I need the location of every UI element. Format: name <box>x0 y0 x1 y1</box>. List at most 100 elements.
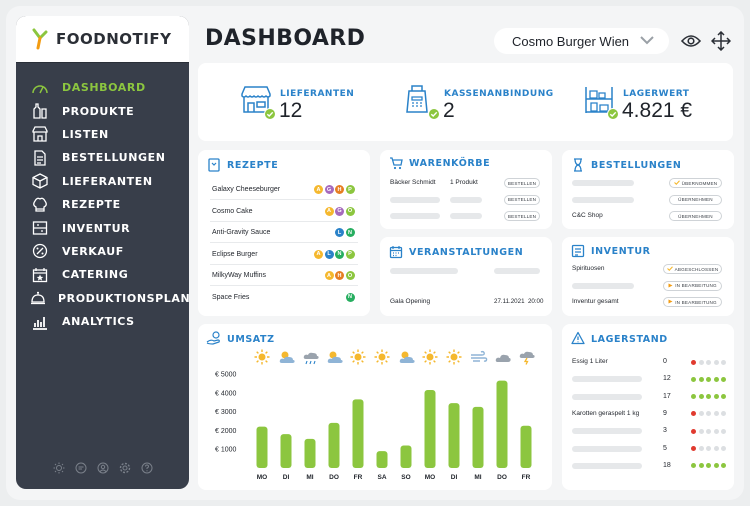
sidebar-footer <box>16 461 189 475</box>
user-icon[interactable] <box>96 461 110 475</box>
inventory-status-badge[interactable]: IN BEARBEITUNG <box>663 297 722 307</box>
umsatz-bar[interactable] <box>376 451 388 468</box>
recipe-name[interactable]: Cosmo Cake <box>212 207 253 215</box>
check-icon <box>666 266 673 272</box>
recipe-name[interactable]: Eclipse Burger <box>212 250 258 258</box>
sidebar-item-dashboard[interactable]: DASHBOARD <box>16 76 189 99</box>
umsatz-bar[interactable] <box>472 406 484 468</box>
inventur-title: INVENTUR <box>591 246 651 257</box>
stock-item-name[interactable]: Karotten geraspelt 1 kg <box>572 409 640 417</box>
order-status-button[interactable]: ÜBERNOMMEN <box>669 178 722 188</box>
cart-supplier: Bäcker Schmidt <box>390 179 436 186</box>
sidebar-item-produktionsplan[interactable]: PRODUKTIONSPLAN <box>16 287 189 310</box>
sidebar-item-catering[interactable]: CATERING <box>16 263 189 286</box>
umsatz-bar[interactable] <box>496 380 508 468</box>
umsatz-bar[interactable] <box>520 425 532 468</box>
sidebar-item-label: PRODUKTIONSPLAN <box>58 291 189 305</box>
sidebar-item-bestellungen[interactable]: BESTELLUNGEN <box>16 146 189 169</box>
umsatz-bar[interactable] <box>352 399 364 468</box>
x-tick-label: MI <box>306 474 313 481</box>
progress-arrow-icon <box>668 299 673 305</box>
stock-level-dot <box>698 463 704 469</box>
x-tick-label: MO <box>257 474 267 481</box>
row-divider <box>210 220 358 222</box>
stock-value: 0 <box>663 358 667 365</box>
umsatz-bar[interactable] <box>280 434 292 468</box>
recipe-name[interactable]: MilkyWay Muffins <box>212 272 267 279</box>
brand[interactable]: FOODNOTIFY <box>16 16 189 63</box>
veranstaltungen-title: VERANSTALTUNGEN <box>409 247 524 258</box>
umsatz-bar[interactable] <box>424 389 436 468</box>
store-selector[interactable]: Cosmo Burger Wien <box>494 28 669 54</box>
stock-level-dot <box>721 394 726 400</box>
recipe-name[interactable]: Anti-Gravity Sauce <box>212 229 271 236</box>
sidebar-item-produkte[interactable]: PRODUKTE <box>16 99 189 122</box>
placeholder-bar <box>572 282 634 289</box>
stock-value: 5 <box>663 444 667 452</box>
placeholder-bar <box>450 196 482 203</box>
allergen-badge: G <box>335 206 344 216</box>
row-divider <box>210 285 358 286</box>
help-icon[interactable] <box>140 461 154 475</box>
sun-icon <box>254 349 270 365</box>
allergen-badge: G <box>324 185 334 194</box>
umsatz-card: UMSATZ € 1000 € 2000 € 3000 € 4000 € 5000 MO D… <box>198 324 552 490</box>
order-status-label: ÜBERNOMMEN <box>681 180 718 186</box>
order-status-button[interactable]: ÜBERNEHMEN <box>669 194 722 205</box>
bottles-icon <box>30 102 50 120</box>
row-divider <box>210 199 358 200</box>
stock-item-name[interactable]: Essig 1 Liter <box>572 358 608 365</box>
recipe-name[interactable]: Space Fries <box>212 293 250 301</box>
rezepte-card: REZEPTE Galaxy Cheeseburger A G H P Cosmo Cak… <box>198 150 370 316</box>
umsatz-bar[interactable] <box>256 426 268 468</box>
inventory-name[interactable]: Inventur gesamt <box>572 298 619 305</box>
sidebar-item-analytics[interactable]: ANALYTICS <box>16 310 189 333</box>
event-name[interactable]: Gala Opening <box>390 298 431 305</box>
bestellungen-title: BESTELLUNGEN <box>591 160 682 171</box>
bestellen-button[interactable]: BESTELLEN <box>504 211 540 221</box>
inventory-status-badge[interactable]: IN BEARBEITUNG <box>663 280 722 291</box>
cart-icon <box>389 156 403 170</box>
bestellen-button[interactable]: BESTELLEN <box>504 178 540 188</box>
allergen-badge: O <box>345 206 355 216</box>
brightness-icon[interactable] <box>52 461 66 475</box>
stock-value: 12 <box>663 375 671 383</box>
order-status-label: ÜBERNEHMEN <box>678 213 713 219</box>
order-status-button[interactable]: ÜBERNEHMEN <box>669 211 722 221</box>
sidebar-item-lieferanten[interactable]: LIEFERANTEN <box>16 170 189 193</box>
page-title: DASHBOARD <box>205 26 366 51</box>
cash-register-icon <box>404 85 438 117</box>
placeholder-bar <box>572 445 642 452</box>
inventory-status-badge[interactable]: ABGESCHLOSSEN <box>663 264 722 274</box>
sidebar-item-label: REZEPTE <box>62 198 121 212</box>
bestellungen-card: BESTELLUNGEN ÜBERNOMMEN ÜBERNEHMEN C&C Sho… <box>562 150 734 229</box>
umsatz-bar[interactable] <box>448 403 460 468</box>
inventory-name[interactable]: Spirituosen <box>572 265 605 272</box>
stock-level-dot <box>691 428 696 434</box>
recipe-name[interactable]: Galaxy Cheeseburger <box>212 186 281 193</box>
check-badge-icon <box>607 107 619 120</box>
speedometer-icon <box>30 79 50 97</box>
sidebar-item-label: BESTELLUNGEN <box>62 151 166 165</box>
foodnotify-logo-icon <box>32 28 48 50</box>
sidebar-item-inventur[interactable]: INVENTUR <box>16 216 189 239</box>
umsatz-bar[interactable] <box>304 438 316 468</box>
sidebar-nav: DASHBOARD PRODUKTE LISTEN BESTELLUNGEN LIEFE… <box>16 63 189 333</box>
sidebar-item-listen[interactable]: LISTEN <box>16 123 189 146</box>
eye-icon[interactable] <box>680 30 702 52</box>
x-tick-label: DI <box>283 474 290 481</box>
move-arrows-icon[interactable] <box>710 30 732 52</box>
rain-cloud-icon <box>303 352 319 365</box>
umsatz-bar[interactable] <box>328 422 340 468</box>
sidebar-item-rezepte[interactable]: REZEPTE <box>16 193 189 216</box>
sidebar-item-verkauf[interactable]: VERKAUF <box>16 240 189 263</box>
bestellen-button[interactable]: BESTELLEN <box>504 194 540 205</box>
chat-icon[interactable] <box>74 461 88 475</box>
sun-cloud-icon <box>399 351 415 363</box>
progress-arrow-icon <box>668 283 673 289</box>
settings-icon[interactable] <box>118 461 132 475</box>
sidebar-item-label: DASHBOARD <box>62 81 146 95</box>
umsatz-bar[interactable] <box>400 445 412 468</box>
